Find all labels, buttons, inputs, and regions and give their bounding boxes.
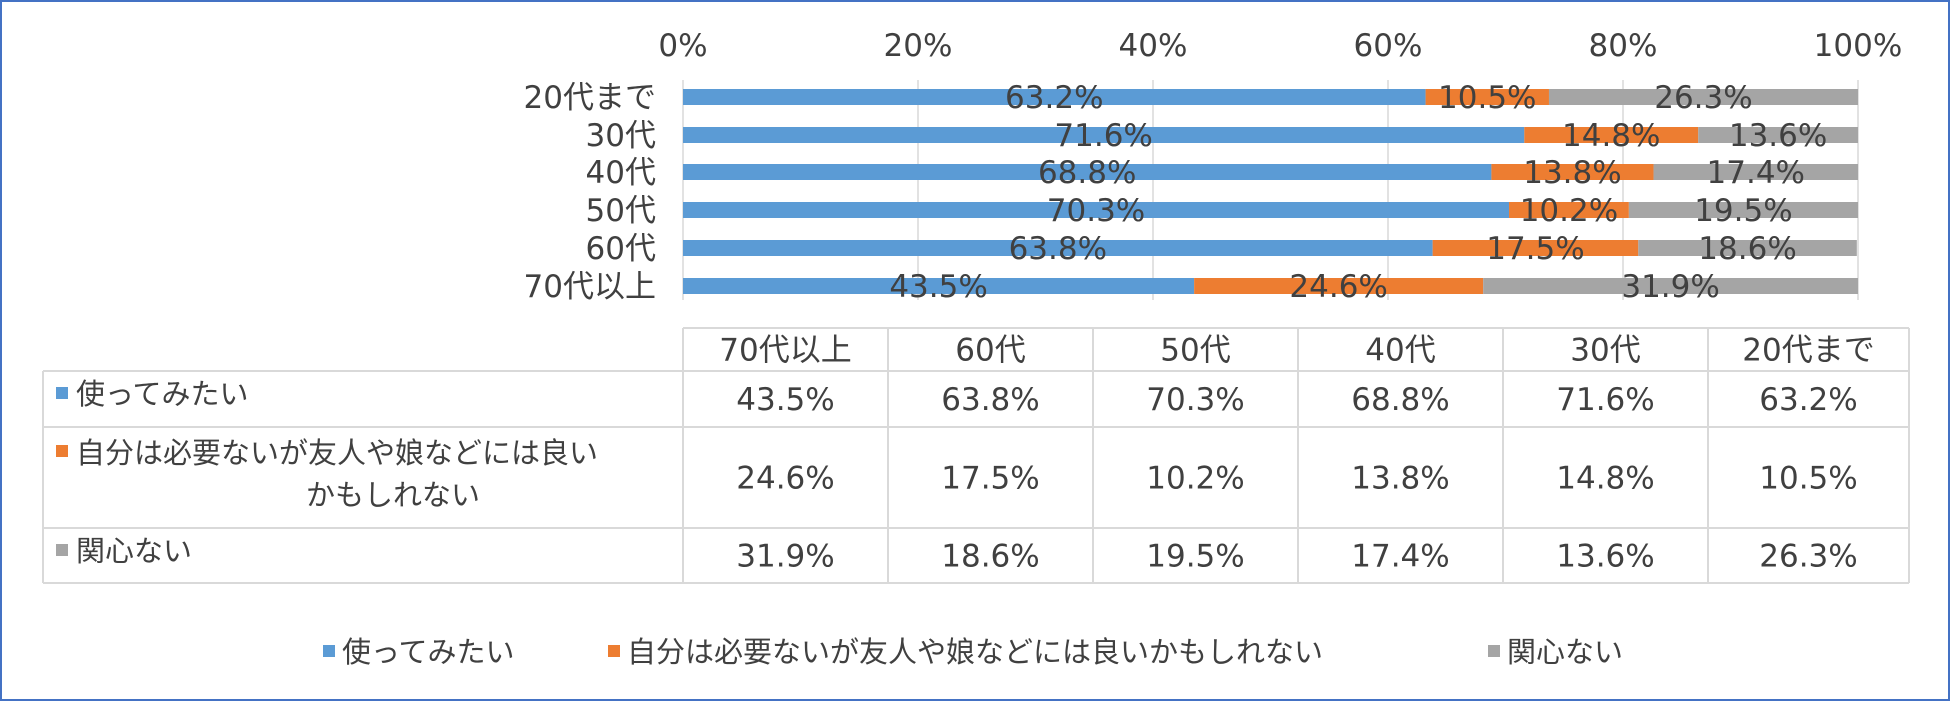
bar-segment <box>1638 240 1857 256</box>
table-cell: 19.5% <box>1146 539 1244 575</box>
bar-segment <box>1698 127 1858 143</box>
table-cell: 63.2% <box>1759 382 1857 418</box>
data-label: 18.6% <box>1698 231 1796 267</box>
x-tick-label: 80% <box>1589 28 1658 64</box>
bar-segment <box>683 278 1195 294</box>
table-cell: 13.8% <box>1351 461 1449 497</box>
data-label: 26.3% <box>1654 80 1752 116</box>
bar-segment <box>1653 164 1858 180</box>
bar-segment <box>1491 164 1654 180</box>
data-label: 14.8% <box>1562 118 1660 154</box>
x-tick-label: 0% <box>658 28 707 64</box>
data-label: 17.5% <box>1486 231 1584 267</box>
table-cell: 31.9% <box>736 539 834 575</box>
data-label: 31.9% <box>1621 269 1719 305</box>
table-column-header: 60代 <box>955 333 1025 369</box>
table-column-header: 40代 <box>1365 333 1435 369</box>
category-label: 30代 <box>586 118 656 154</box>
bar-segment <box>1548 89 1858 105</box>
table-row-label: 関心ない <box>76 534 192 568</box>
table-legend-key <box>56 387 68 399</box>
table-cell: 68.8% <box>1351 382 1449 418</box>
table-column-header: 70代以上 <box>719 333 851 369</box>
bar-segment <box>683 164 1492 180</box>
data-label: 17.4% <box>1707 155 1805 191</box>
table-cell: 24.6% <box>736 461 834 497</box>
bar-segment <box>683 127 1525 143</box>
bar-segment <box>683 202 1510 218</box>
table-cell: 18.6% <box>941 539 1039 575</box>
bar-segment <box>1628 202 1858 218</box>
table-cell: 10.2% <box>1146 461 1244 497</box>
data-label: 71.6% <box>1054 118 1152 154</box>
x-tick-label: 40% <box>1119 28 1188 64</box>
bar-segment <box>1483 278 1858 294</box>
category-label: 40代 <box>586 155 656 191</box>
data-label: 19.5% <box>1694 193 1792 229</box>
table-cell: 43.5% <box>736 382 834 418</box>
bar-segment <box>1524 127 1699 143</box>
data-label: 63.2% <box>1005 80 1103 116</box>
table-row-label: 自分は必要ないが友人や娘などには良い <box>76 436 598 470</box>
bar-segment <box>683 89 1426 105</box>
data-label: 24.6% <box>1289 269 1387 305</box>
legend-swatch <box>323 645 335 657</box>
data-label: 68.8% <box>1038 155 1136 191</box>
bar-segment <box>1509 202 1629 218</box>
table-cell: 13.6% <box>1556 539 1654 575</box>
data-label: 13.6% <box>1729 118 1827 154</box>
bar-segment <box>1425 89 1549 105</box>
category-label: 60代 <box>586 231 656 267</box>
table-cell: 71.6% <box>1556 382 1654 418</box>
table-legend-key <box>56 544 68 556</box>
data-label: 10.5% <box>1438 80 1536 116</box>
bar-segment <box>1432 240 1639 256</box>
data-label: 43.5% <box>889 269 987 305</box>
x-tick-label: 60% <box>1354 28 1423 64</box>
table-column-header: 30代 <box>1570 333 1640 369</box>
legend-label: 自分は必要ないが友人や娘などには良いかもしれない <box>627 635 1323 669</box>
legend-swatch <box>1488 645 1500 657</box>
x-tick-label: 100% <box>1814 28 1903 64</box>
data-label: 10.2% <box>1520 193 1618 229</box>
data-label: 70.3% <box>1047 193 1145 229</box>
table-column-header: 50代 <box>1160 333 1230 369</box>
bar-segment <box>683 240 1433 256</box>
table-cell: 63.8% <box>941 382 1039 418</box>
bar-segment <box>1194 278 1484 294</box>
data-label: 13.8% <box>1523 155 1621 191</box>
table-cell: 17.5% <box>941 461 1039 497</box>
legend-swatch <box>608 645 620 657</box>
category-label: 20代まで <box>524 80 656 116</box>
table-column-header: 20代まで <box>1742 333 1874 369</box>
table-row-label: かもしれない <box>306 478 480 512</box>
category-label: 70代以上 <box>524 269 656 305</box>
category-label: 50代 <box>586 193 656 229</box>
table-row-label: 使ってみたい <box>76 377 249 411</box>
table-cell: 26.3% <box>1759 539 1857 575</box>
table-cell: 17.4% <box>1351 539 1449 575</box>
legend-label: 関心ない <box>1507 635 1623 669</box>
table-cell: 10.5% <box>1759 461 1857 497</box>
table-cell: 14.8% <box>1556 461 1654 497</box>
data-label: 63.8% <box>1009 231 1107 267</box>
x-tick-label: 20% <box>884 28 953 64</box>
table-legend-key <box>56 445 68 457</box>
legend-label: 使ってみたい <box>342 635 515 669</box>
table-cell: 70.3% <box>1146 382 1244 418</box>
